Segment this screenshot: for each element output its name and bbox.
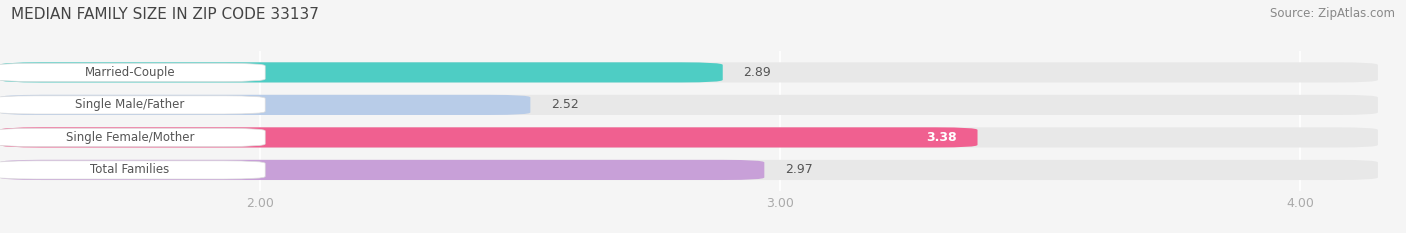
FancyBboxPatch shape [0,160,1378,180]
Text: Single Female/Mother: Single Female/Mother [66,131,194,144]
FancyBboxPatch shape [0,63,266,82]
FancyBboxPatch shape [0,95,530,115]
FancyBboxPatch shape [0,161,266,179]
Text: 2.89: 2.89 [744,66,772,79]
Text: Source: ZipAtlas.com: Source: ZipAtlas.com [1270,7,1395,20]
Text: MEDIAN FAMILY SIZE IN ZIP CODE 33137: MEDIAN FAMILY SIZE IN ZIP CODE 33137 [11,7,319,22]
FancyBboxPatch shape [0,127,977,147]
Text: 2.97: 2.97 [785,163,813,176]
FancyBboxPatch shape [0,127,1378,147]
FancyBboxPatch shape [0,62,723,82]
Text: Single Male/Father: Single Male/Father [76,98,184,111]
Text: 3.38: 3.38 [927,131,956,144]
FancyBboxPatch shape [0,160,765,180]
FancyBboxPatch shape [0,128,266,147]
Text: Total Families: Total Families [90,163,170,176]
FancyBboxPatch shape [0,96,266,114]
FancyBboxPatch shape [0,62,1378,82]
Text: Married-Couple: Married-Couple [84,66,176,79]
Text: 2.52: 2.52 [551,98,579,111]
FancyBboxPatch shape [0,95,1378,115]
